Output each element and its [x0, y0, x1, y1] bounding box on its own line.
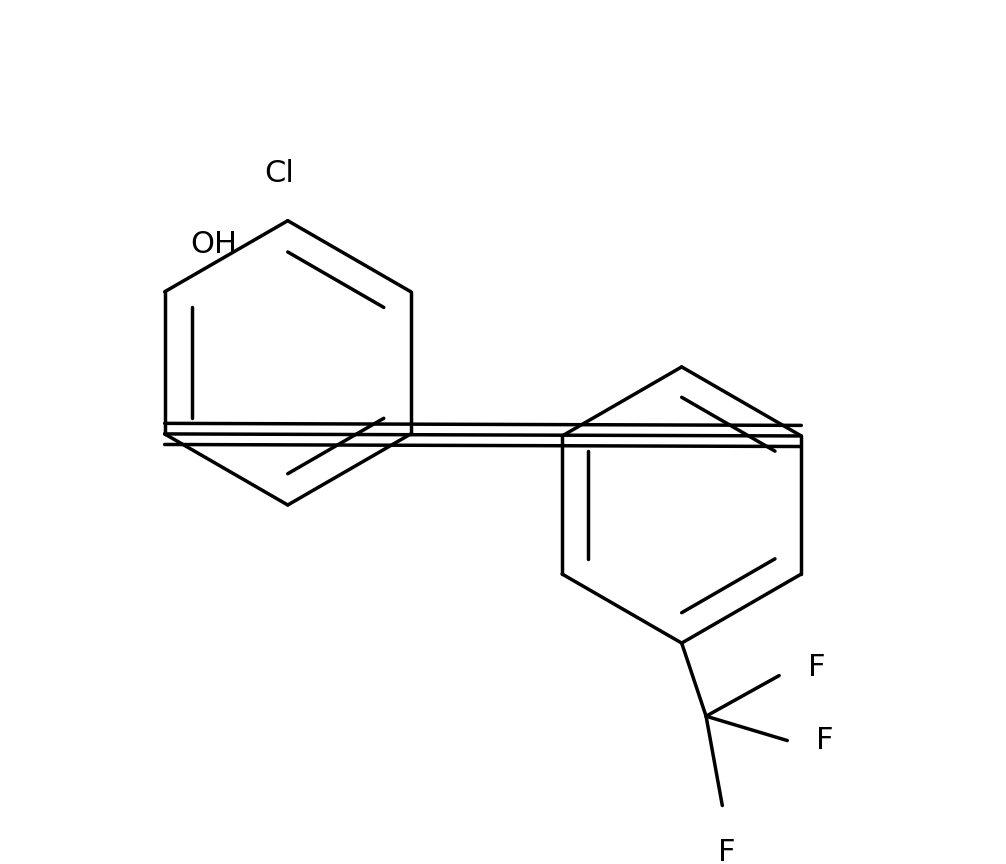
Text: Cl: Cl	[265, 159, 295, 188]
Text: OH: OH	[190, 231, 236, 259]
Text: F: F	[816, 726, 833, 755]
Text: F: F	[808, 653, 825, 682]
Text: F: F	[717, 838, 735, 864]
